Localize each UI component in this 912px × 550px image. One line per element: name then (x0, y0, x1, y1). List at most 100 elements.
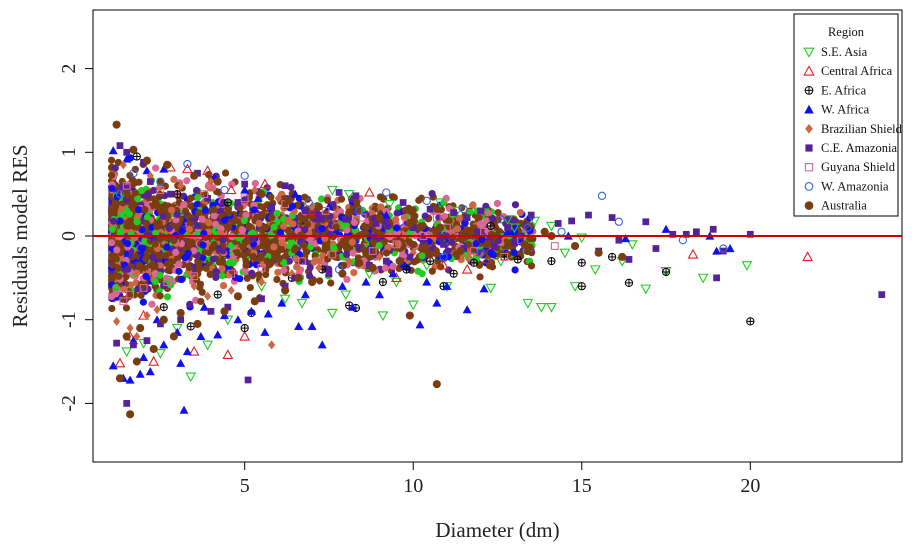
data-point (304, 198, 313, 207)
data-point (375, 252, 384, 262)
data-point (177, 316, 185, 324)
data-point (621, 234, 631, 243)
data-point (473, 228, 481, 236)
data-point (388, 269, 398, 278)
cloud-point (300, 241, 308, 249)
cloud-point (151, 262, 159, 270)
cloud-point (154, 202, 162, 210)
data-point (326, 308, 338, 319)
cloud-point (122, 304, 131, 312)
data-point (132, 357, 141, 366)
cloud-point (350, 269, 358, 277)
cloud-point (329, 200, 337, 209)
data-point (382, 257, 390, 265)
cloud-point (455, 214, 463, 223)
data-point (301, 207, 309, 215)
cloud-point (292, 255, 300, 263)
cloud-point (433, 205, 441, 213)
data-point (146, 178, 154, 185)
cloud-point (198, 215, 206, 223)
cloud-point (393, 209, 401, 217)
data-point (251, 185, 259, 195)
data-point (399, 199, 407, 206)
cloud-point (218, 272, 226, 280)
y-axis-title: Residuals model RES (8, 144, 32, 327)
cloud-point (447, 238, 456, 246)
cloud-point (293, 263, 301, 271)
cloud-point (175, 260, 183, 268)
data-point (405, 311, 414, 320)
cloud-point (167, 258, 175, 266)
data-point (477, 207, 485, 215)
cloud-point (339, 262, 347, 270)
data-point (108, 361, 118, 370)
legend-marker (804, 182, 814, 191)
cloud-point (142, 272, 150, 280)
data-point (432, 298, 442, 307)
cloud-point (206, 270, 214, 279)
data-point (460, 245, 468, 252)
cloud-point (134, 194, 142, 203)
legend-title: Region (828, 25, 865, 39)
data-point (188, 345, 200, 356)
cloud-point (251, 179, 259, 188)
data-point (315, 263, 323, 273)
data-point (440, 240, 447, 248)
cloud-point (225, 223, 233, 231)
data-point (483, 240, 492, 249)
cloud-point (348, 238, 357, 246)
cloud-point (215, 244, 223, 253)
legend-label: W. Africa (821, 103, 870, 117)
cloud-point (469, 201, 477, 209)
cloud-point (194, 230, 202, 239)
data-point (135, 369, 145, 378)
cloud-point (317, 195, 326, 203)
cloud-point (144, 191, 152, 199)
cloud-point (376, 193, 385, 201)
data-point (345, 256, 353, 266)
legend-label: Central Africa (821, 64, 893, 78)
cloud-point (360, 246, 368, 254)
data-point (159, 315, 168, 324)
legend-marker (804, 163, 814, 172)
cloud-point (343, 250, 351, 258)
data-point (181, 163, 193, 174)
cloud-point (156, 292, 164, 300)
cloud-point (231, 273, 240, 282)
data-point (204, 291, 212, 301)
cloud-point (393, 224, 401, 232)
data-point (154, 349, 166, 359)
data-point (290, 189, 300, 198)
data-point (246, 306, 256, 315)
cloud-point (482, 217, 490, 225)
cloud-point (148, 253, 157, 261)
legend-item: Guyana Shield (804, 160, 896, 174)
cloud-point (124, 265, 132, 273)
data-point (697, 273, 709, 284)
data-point (585, 211, 592, 219)
cloud-point (175, 267, 183, 275)
cloud-point (225, 259, 234, 267)
data-point (523, 223, 532, 232)
cloud-point (461, 219, 469, 227)
data-point (328, 250, 337, 259)
data-point (436, 223, 445, 232)
data-point (368, 247, 377, 255)
cloud-point (116, 228, 124, 236)
series-central-africa (114, 161, 814, 368)
data-point (182, 347, 192, 356)
data-point (306, 205, 318, 216)
cloud-point (197, 297, 205, 306)
data-point (233, 292, 242, 301)
cloud-point (173, 210, 181, 219)
cloud-point (144, 231, 152, 239)
cloud-point (122, 273, 130, 281)
data-point (713, 274, 720, 282)
data-point (145, 367, 155, 376)
data-point (222, 315, 234, 326)
data-point (486, 221, 495, 231)
cloud-point (184, 237, 192, 246)
data-point (179, 405, 189, 414)
x-tick-label: 10 (403, 475, 423, 497)
cloud-point (116, 217, 124, 225)
